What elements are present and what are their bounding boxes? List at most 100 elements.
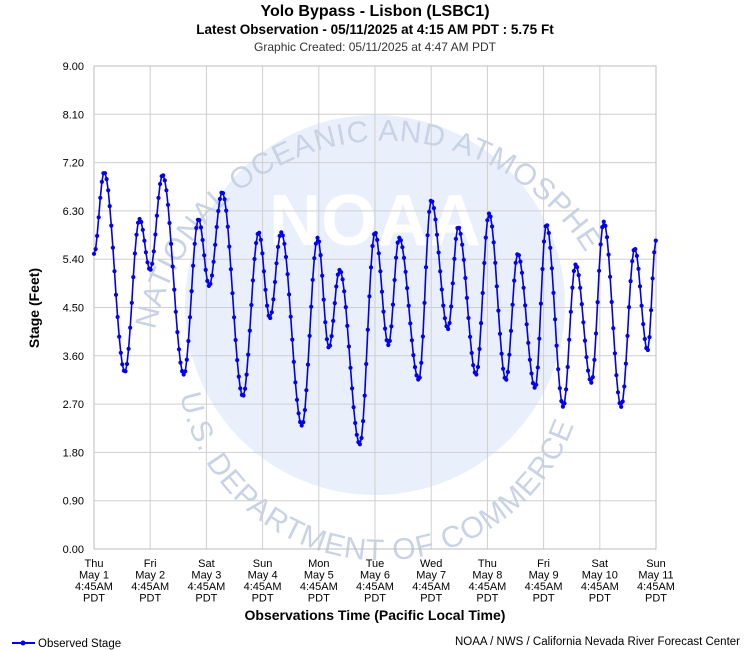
data-point — [504, 377, 509, 382]
data-point — [582, 338, 588, 343]
data-point — [150, 261, 155, 266]
data-point — [302, 407, 307, 413]
data-point — [198, 225, 204, 230]
data-point — [268, 315, 273, 321]
data-point — [485, 218, 490, 223]
data-point — [140, 227, 145, 232]
data-point — [216, 208, 221, 214]
x-tick-label: Mon May 5 4:45AM PDT — [300, 558, 338, 605]
data-point — [291, 359, 296, 364]
data-point — [213, 242, 218, 247]
data-point — [496, 308, 501, 313]
data-point — [353, 420, 358, 426]
data-point — [422, 300, 427, 305]
data-point — [510, 302, 515, 307]
data-point — [247, 328, 252, 333]
data-point — [411, 353, 416, 358]
series-observed-stage — [91, 171, 658, 447]
data-point — [636, 266, 641, 271]
x-tick-label: Thu May 1 4:45AM PDT — [75, 558, 113, 605]
data-point — [117, 334, 122, 339]
y-tick-label: 2.70 — [63, 399, 84, 411]
data-point — [405, 286, 410, 291]
data-point — [633, 247, 638, 252]
data-point — [538, 301, 544, 306]
data-point — [375, 237, 380, 242]
data-point — [398, 238, 403, 243]
data-point — [447, 320, 452, 326]
data-point — [647, 335, 652, 340]
data-point — [389, 324, 394, 329]
data-point — [494, 284, 499, 289]
data-point — [282, 241, 287, 246]
data-point — [381, 309, 386, 314]
data-point — [513, 260, 518, 265]
data-point — [334, 284, 339, 289]
data-point — [537, 336, 542, 341]
data-point — [650, 276, 655, 281]
data-point — [442, 316, 447, 321]
data-point — [419, 360, 424, 365]
data-point — [383, 326, 388, 331]
data-point — [170, 264, 175, 269]
data-point — [362, 393, 367, 398]
data-point — [272, 279, 278, 285]
x-tick-label: Sun May 4 4:45AM PDT — [244, 558, 282, 605]
data-point — [257, 230, 262, 235]
grid — [93, 65, 657, 550]
data-point — [296, 411, 301, 416]
data-point — [556, 367, 561, 372]
data-point — [601, 219, 606, 224]
data-point — [612, 351, 618, 356]
data-point — [466, 315, 471, 321]
data-point — [164, 188, 169, 193]
data-point — [304, 388, 309, 393]
data-point — [354, 432, 359, 437]
data-point — [642, 336, 647, 342]
x-tick-label: Fri May 2 4:45AM PDT — [131, 558, 169, 605]
data-point — [512, 278, 517, 283]
data-point — [320, 273, 325, 278]
data-point — [409, 338, 414, 343]
data-point — [460, 242, 465, 247]
data-point — [540, 266, 545, 272]
data-point — [339, 270, 344, 275]
data-point — [318, 253, 323, 258]
data-point — [123, 369, 128, 374]
data-point — [546, 230, 551, 236]
data-point — [370, 243, 375, 249]
data-point — [233, 337, 238, 343]
data-point — [183, 369, 188, 374]
data-point — [99, 179, 104, 184]
data-point — [545, 223, 550, 228]
data-point — [516, 253, 522, 258]
data-point — [265, 303, 270, 308]
data-point — [579, 302, 584, 307]
data-point — [115, 314, 120, 320]
y-tick-label: 1.80 — [63, 447, 84, 459]
x-tick-label: Sat May 10 4:45AM PDT — [581, 558, 619, 605]
data-point — [169, 241, 174, 246]
data-point — [379, 289, 385, 294]
data-point — [452, 256, 457, 261]
data-point — [394, 255, 399, 260]
data-point — [593, 331, 599, 336]
data-point — [249, 302, 254, 308]
data-point — [468, 334, 473, 339]
data-point — [463, 275, 468, 281]
data-point — [98, 195, 103, 200]
data-point — [523, 303, 528, 308]
data-point — [197, 218, 202, 223]
data-point — [191, 263, 196, 268]
data-point — [361, 419, 366, 424]
data-point — [548, 245, 553, 250]
data-point — [186, 338, 191, 344]
y-tick-label: 3.60 — [63, 351, 84, 363]
data-point — [611, 326, 616, 331]
data-point — [293, 380, 298, 385]
data-point — [565, 364, 570, 370]
data-point — [132, 251, 137, 256]
data-point — [154, 213, 159, 218]
data-point — [367, 294, 372, 299]
data-point — [294, 397, 300, 402]
